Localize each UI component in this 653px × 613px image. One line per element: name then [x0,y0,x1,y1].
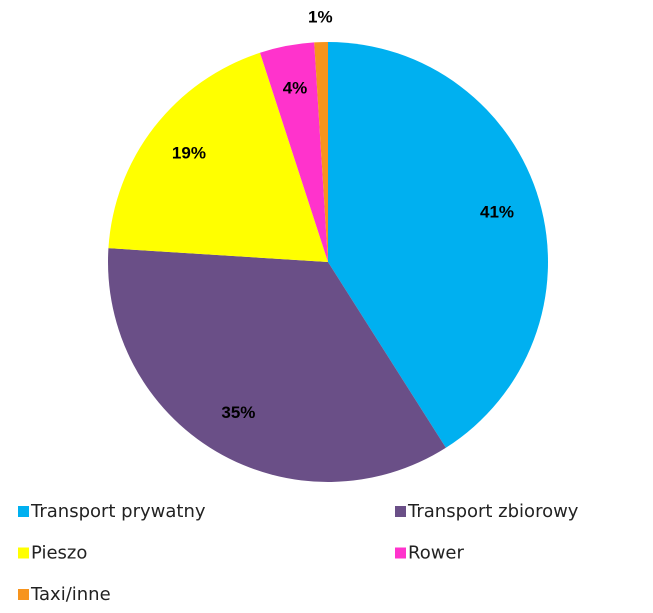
pie-slice [108,248,446,482]
pie-slice [328,42,548,448]
legend-swatch [18,506,29,517]
legend-swatch [18,547,29,559]
legend-label: Rower [408,543,465,564]
legend-label: Transport prywatny [30,501,206,522]
legend-label: Transport zbiorowy [407,501,579,522]
legend-swatch [18,589,29,600]
data-label: 4% [283,79,308,98]
legend-swatch [395,506,406,517]
data-label: 41% [480,202,514,221]
legend-label: Taxi/inne [30,584,111,605]
pie-slice [260,42,328,263]
data-label: 35% [221,403,255,422]
data-label: 19% [172,144,206,163]
pie-slice [314,42,328,262]
data-label: 1% [308,7,333,26]
legend-swatch [395,547,406,559]
legend-label: Pieszo [31,543,87,564]
pie-slice [108,52,329,263]
